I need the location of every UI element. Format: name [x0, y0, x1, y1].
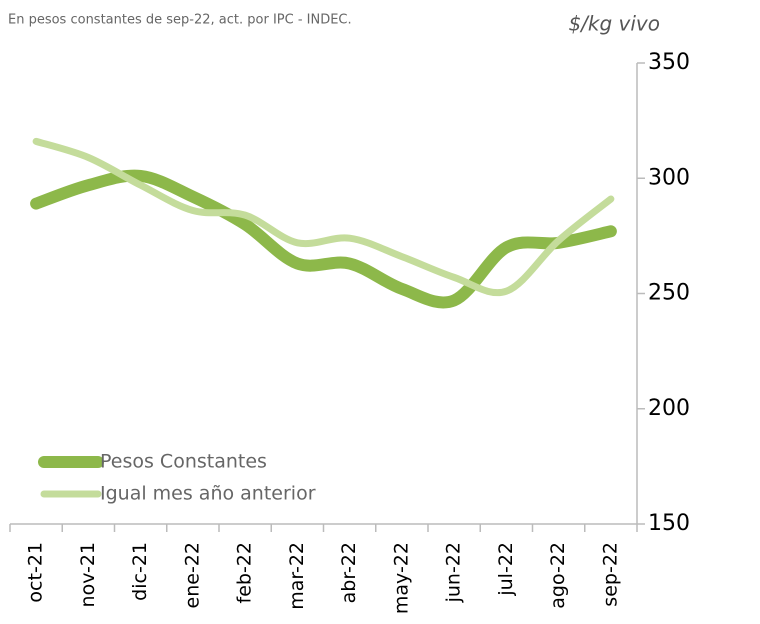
x-tick-label: may-22	[390, 542, 412, 614]
x-tick-label: oct-21	[25, 542, 47, 603]
series-line	[30, 169, 617, 309]
x-tick-label: dic-21	[129, 542, 151, 601]
subtitle: En pesos constantes de sep-22, act. por …	[8, 13, 352, 28]
x-tick-label: ene-22	[181, 542, 203, 608]
x-tick-label: mar-22	[286, 542, 308, 610]
y-axis-label: $/kg vivo	[568, 12, 660, 36]
y-tick-label: 250	[648, 281, 690, 306]
x-tick-label: jun-22	[443, 542, 465, 603]
x-tick-label: ago-22	[547, 542, 569, 609]
y-tick-label: 300	[648, 165, 690, 190]
legend-label: Igual mes año anterior	[100, 483, 316, 505]
y-tick-label: 150	[648, 511, 690, 536]
legend-label: Pesos Constantes	[100, 451, 267, 473]
y-tick-label: 200	[648, 396, 690, 421]
x-tick-label: abr-22	[338, 542, 360, 603]
x-tick-label: jul-22	[495, 542, 517, 597]
x-tick-label: nov-21	[77, 542, 99, 607]
series-line	[32, 137, 615, 297]
x-tick-label: feb-22	[234, 542, 256, 603]
x-tick-label: sep-22	[599, 542, 621, 607]
y-tick-label: 350	[648, 50, 690, 75]
